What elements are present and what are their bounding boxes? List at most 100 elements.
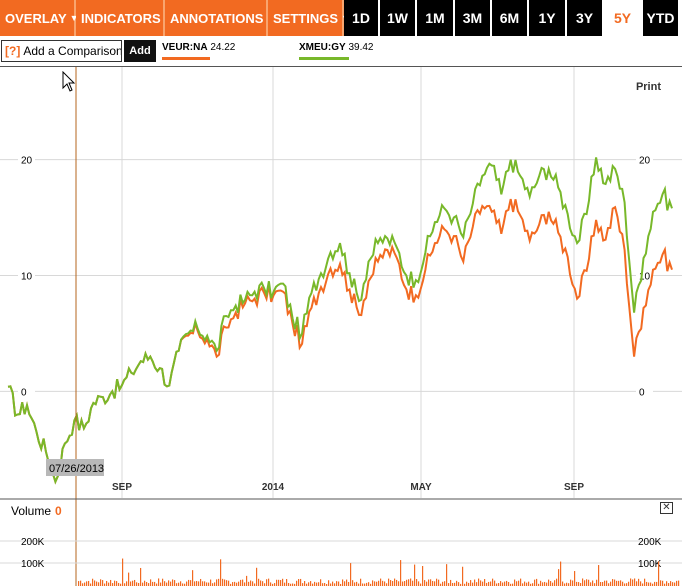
volume-bar [580, 583, 582, 586]
volume-bar [164, 581, 166, 586]
volume-bar [568, 583, 570, 586]
volume-bar [258, 578, 260, 586]
volume-bar [78, 581, 80, 586]
overlay-menu[interactable]: OVERLAY ▼ [0, 0, 79, 36]
comparison-input[interactable]: [?] Add a Comparison [1, 40, 122, 62]
volume-bar [374, 581, 376, 586]
volume-bar [650, 582, 652, 586]
volume-bar [192, 570, 194, 586]
volume-bar [564, 583, 566, 586]
volume-bar [244, 582, 246, 586]
volume-bar [500, 581, 502, 586]
volume-bar [624, 583, 626, 586]
legend-item-veur[interactable]: VEUR:NA 24.22 [162, 42, 235, 60]
volume-bar [338, 581, 340, 586]
volume-bar [476, 582, 478, 586]
volume-bar [664, 583, 666, 586]
y-tick-label-right: 10 [639, 272, 651, 283]
price-chart[interactable]: 20 10 0 20 10 0 07/26/2013 SEP 2014 MAY SEP 200K 200… [0, 67, 682, 586]
indicators-menu[interactable]: INDICATORS▼ [76, 0, 173, 36]
legend-item-xmeu[interactable]: XMEU:GY 39.42 [299, 42, 373, 60]
volume-bar [302, 583, 304, 586]
range-button-1d[interactable]: 1D [344, 0, 380, 36]
volume-bar [412, 580, 414, 586]
help-icon[interactable]: [?] [5, 44, 21, 58]
volume-bar [326, 583, 328, 586]
volume-bar [674, 582, 676, 586]
volume-bar [506, 580, 508, 586]
volume-bar [470, 580, 472, 586]
volume-bar [216, 579, 218, 586]
range-button-1y[interactable]: 1Y [529, 0, 567, 36]
volume-bar [120, 583, 122, 586]
volume-bar [442, 581, 444, 586]
volume-bar [450, 579, 452, 586]
volume-bar [220, 559, 222, 586]
volume-bar [174, 580, 176, 586]
volume-bar [540, 580, 542, 586]
print-button[interactable]: Print [635, 81, 661, 93]
volume-bar [236, 582, 238, 586]
volume-bar [618, 580, 620, 586]
volume-bar [446, 564, 448, 586]
volume-bar [96, 581, 98, 586]
volume-bar [480, 580, 482, 586]
range-button-ytd[interactable]: YTD [643, 0, 680, 36]
volume-bar [150, 579, 152, 586]
range-button-5y[interactable]: 5Y [604, 0, 643, 36]
chart-toolbar: OVERLAY▼INDICATORS▼ANNOTATIONS▼SETTINGS▼… [0, 0, 682, 36]
volume-bar [652, 583, 654, 586]
volume-tick-right: 100K [638, 559, 662, 570]
volume-bar [526, 582, 528, 586]
add-comparison-button[interactable]: Add [124, 40, 156, 62]
volume-bar [614, 579, 616, 586]
volume-bar [278, 579, 280, 586]
volume-bar [630, 578, 632, 586]
crosshair-date-label: 07/26/2013 [49, 463, 104, 475]
volume-bar [138, 582, 140, 586]
volume-bar [160, 582, 162, 586]
volume-tick-right: 200K [638, 537, 662, 548]
volume-bar [490, 581, 492, 586]
volume-bar [558, 569, 560, 586]
volume-bar [366, 582, 368, 586]
header-divider [0, 66, 682, 67]
volume-bar [246, 575, 248, 586]
volume-bar [186, 581, 188, 586]
range-button-1m[interactable]: 1M [417, 0, 455, 36]
volume-bar [304, 581, 306, 586]
volume-bar [256, 567, 258, 586]
volume-bar [194, 581, 196, 586]
tick-label-bg [18, 384, 35, 398]
volume-bar [548, 579, 550, 586]
volume-bar [606, 580, 608, 586]
y-tick-label-left: 10 [21, 272, 33, 283]
settings-menu[interactable]: SETTINGS▼ [268, 0, 350, 36]
volume-bar [408, 579, 410, 586]
volume-bar [582, 578, 584, 586]
volume-bar [144, 580, 146, 586]
tick-label-bg [636, 152, 653, 166]
volume-bar [448, 583, 450, 586]
range-button-1w[interactable]: 1W [380, 0, 417, 36]
close-icon[interactable]: ✕ [660, 502, 673, 514]
volume-bar [226, 580, 228, 586]
volume-bar [260, 580, 262, 586]
annotations-menu[interactable]: ANNOTATIONS▼ [165, 0, 275, 36]
volume-bar [588, 579, 590, 586]
volume-bar [142, 582, 144, 586]
caret-down-icon: ▼ [69, 13, 79, 23]
volume-bar [272, 583, 274, 586]
volume-bar [146, 582, 148, 586]
range-button-6m[interactable]: 6M [492, 0, 529, 36]
range-button-3m[interactable]: 3M [455, 0, 492, 36]
volume-bar [404, 581, 406, 586]
volume-bar [648, 582, 650, 586]
volume-bar [296, 580, 298, 586]
volume-bar [148, 583, 150, 586]
volume-bar [608, 583, 610, 586]
range-button-3y[interactable]: 3Y [567, 0, 604, 36]
volume-bar [94, 580, 96, 586]
volume-bar [230, 583, 232, 586]
volume-bar [158, 578, 160, 586]
